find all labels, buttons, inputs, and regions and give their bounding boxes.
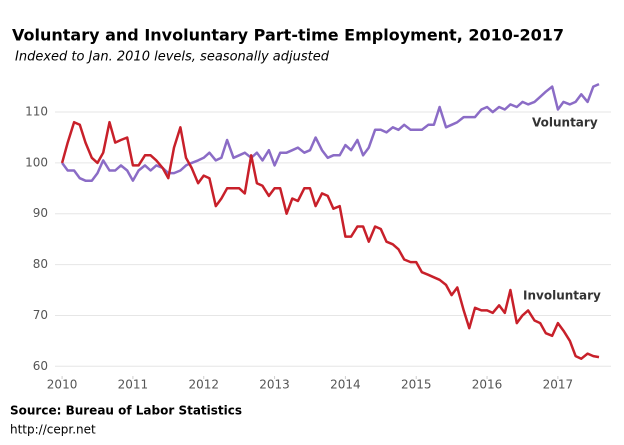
x-tick-label: 2012 (188, 378, 219, 392)
y-tick-label: 110 (25, 105, 48, 119)
y-tick-label: 60 (33, 359, 48, 373)
y-tick-label: 90 (33, 206, 48, 220)
chart-title: Voluntary and Involuntary Part-time Empl… (12, 26, 564, 45)
source: Source: Bureau of Labor Statistics (10, 404, 242, 418)
series-line (60, 120, 600, 360)
url: http://cepr.net (10, 423, 96, 437)
x-tick-label: 2013 (259, 378, 290, 392)
x-tick-label: 2010 (47, 378, 78, 392)
y-tick-label: 80 (33, 257, 48, 271)
chart-subtitle: Indexed to Jan. 2010 levels, seasonally … (15, 50, 330, 65)
x-tick-label: 2016 (472, 378, 503, 392)
series-line (61, 82, 600, 182)
x-tick-label: 2015 (401, 378, 432, 392)
x-tick-label: 2014 (330, 378, 361, 392)
x-tick-label: 2017 (543, 378, 574, 392)
y-tick-label: 100 (25, 155, 48, 169)
series-label: Involuntary (523, 289, 601, 303)
y-tick-label: 70 (33, 308, 48, 322)
series-label: Voluntary (532, 116, 598, 130)
x-tick-label: 2011 (118, 378, 149, 392)
